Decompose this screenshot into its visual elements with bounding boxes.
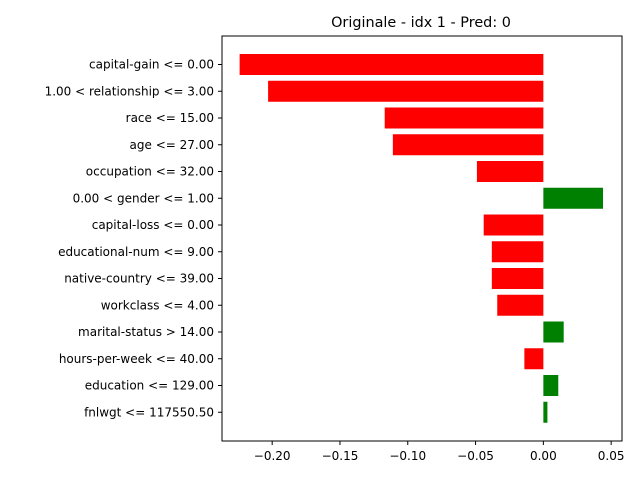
- y-tick-label: hours-per-week <= 40.00: [59, 352, 214, 366]
- bar-age-27-00: [392, 134, 544, 156]
- x-axis-ticks: −0.20 −0.15 −0.10 −0.05 0.00 0.05: [254, 441, 625, 463]
- bar-workclass-4-00: [497, 294, 544, 316]
- plot-frame: [221, 35, 623, 442]
- bars-group: [239, 54, 604, 423]
- bar-0-00-gender-1-00: [543, 187, 604, 209]
- y-tick-label: 1.00 < relationship <= 3.00: [45, 84, 214, 98]
- bar-capital-loss-0-00: [483, 214, 544, 236]
- bar-hours-per-week-40-00: [524, 348, 544, 370]
- x-tick-label: −0.15: [322, 449, 359, 463]
- y-tick-label: 0.00 < gender <= 1.00: [73, 191, 214, 205]
- bar-education-129-00: [543, 375, 559, 396]
- bar-race-15-00: [384, 107, 544, 129]
- bar-fnlwgt-117550-50: [543, 401, 548, 423]
- y-tick-label: age <= 27.00: [130, 138, 214, 152]
- x-tick-label: 0.00: [530, 449, 557, 463]
- bar-educational-num-9-00: [491, 241, 544, 263]
- y-tick-label: race <= 15.00: [126, 111, 214, 125]
- y-tick-label: occupation <= 32.00: [86, 165, 214, 179]
- bar-capital-gain-0-00: [239, 54, 544, 75]
- bar-1-00-relationship-3-00: [268, 80, 544, 102]
- y-axis-ticks: capital-gain <= 0.00 1.00 < relationship …: [45, 58, 222, 419]
- x-tick-label: −0.20: [254, 449, 291, 463]
- y-tick-label: capital-gain <= 0.00: [89, 58, 214, 72]
- y-tick-label: education <= 129.00: [85, 379, 214, 393]
- y-tick-label: native-country <= 39.00: [64, 272, 214, 286]
- bar-native-country-39-00: [491, 268, 544, 289]
- x-tick-label: −0.10: [389, 449, 426, 463]
- y-tick-label: capital-loss <= 0.00: [92, 218, 214, 232]
- chart-title: Originale - idx 1 - Pred: 0: [331, 15, 511, 31]
- y-tick-label: fnlwgt <= 117550.50: [84, 405, 214, 419]
- y-tick-label: marital-status > 14.00: [78, 325, 214, 339]
- y-tick-label: workclass <= 4.00: [101, 298, 214, 312]
- x-tick-label: −0.05: [457, 449, 494, 463]
- bar-occupation-32-00: [476, 161, 544, 182]
- y-tick-label: educational-num <= 9.00: [58, 245, 214, 259]
- x-tick-label: 0.05: [598, 449, 625, 463]
- bar-marital-status-14-00: [543, 321, 564, 343]
